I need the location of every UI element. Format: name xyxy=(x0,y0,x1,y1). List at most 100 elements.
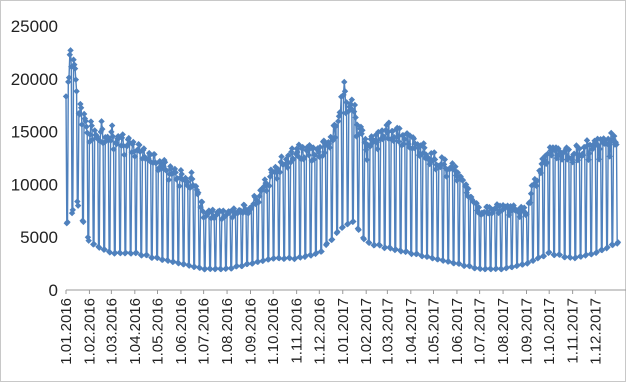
data-point-marker xyxy=(77,100,84,108)
data-point-marker xyxy=(564,156,571,163)
data-point-marker xyxy=(540,252,548,260)
data-point-marker xyxy=(136,141,143,149)
x-tick-label: 1.09.2016 xyxy=(243,298,260,365)
data-point-marker xyxy=(392,246,399,253)
data-point-marker xyxy=(108,128,115,136)
data-point-marker xyxy=(376,242,384,249)
data-point-marker xyxy=(523,211,530,218)
data-point-marker xyxy=(119,131,126,138)
data-point-marker xyxy=(101,246,108,253)
data-point-marker xyxy=(521,209,529,216)
data-point-marker xyxy=(110,146,117,153)
data-point-marker xyxy=(143,251,151,259)
data-point-marker xyxy=(401,135,408,143)
data-point-marker xyxy=(167,165,175,172)
y-tick-label: 15000 xyxy=(11,123,58,142)
data-point-marker xyxy=(475,204,483,211)
x-tick-label: 1.03.2017 xyxy=(379,298,396,365)
data-point-marker xyxy=(441,156,449,163)
x-tick-label: 1.03.2016 xyxy=(103,298,120,365)
x-tick-label: 1.12.2016 xyxy=(311,298,328,365)
data-point-marker xyxy=(188,169,195,176)
y-tick-label: 10000 xyxy=(11,175,58,194)
data-point-marker xyxy=(88,122,95,129)
x-tick-label: 1.07.2017 xyxy=(472,298,489,365)
data-point-marker xyxy=(71,65,79,72)
data-point-marker xyxy=(294,148,301,156)
data-point-marker xyxy=(273,175,281,182)
data-point-marker xyxy=(600,135,607,142)
data-point-marker xyxy=(459,176,467,184)
data-point-marker xyxy=(255,199,263,206)
data-point-marker xyxy=(528,182,535,189)
data-point-marker xyxy=(300,154,308,161)
data-point-marker xyxy=(239,209,247,217)
data-point-marker xyxy=(556,251,563,258)
data-point-marker xyxy=(96,137,104,145)
series-daily-values xyxy=(62,47,622,273)
data-point-marker xyxy=(339,223,346,231)
data-point-marker xyxy=(588,251,595,258)
data-point-marker xyxy=(172,169,179,176)
data-point-marker xyxy=(519,261,526,268)
data-point-marker xyxy=(170,258,177,265)
data-point-marker xyxy=(586,150,593,157)
data-point-marker xyxy=(604,135,612,143)
data-point-marker xyxy=(281,255,288,262)
data-point-marker xyxy=(395,138,402,145)
data-point-marker xyxy=(452,163,459,170)
data-point-marker xyxy=(595,156,603,163)
data-point-marker xyxy=(343,99,350,106)
data-point-marker xyxy=(65,74,73,81)
data-point-marker xyxy=(196,264,204,272)
data-point-marker xyxy=(285,152,292,159)
data-point-marker xyxy=(105,134,112,141)
data-point-marker xyxy=(434,255,442,263)
data-point-marker xyxy=(168,170,176,178)
data-point-marker xyxy=(503,264,511,271)
data-point-marker xyxy=(598,246,606,254)
data-point-marker xyxy=(359,127,366,134)
data-point-marker xyxy=(548,152,555,159)
data-point-marker xyxy=(80,218,87,226)
data-point-marker xyxy=(299,143,306,151)
x-tick-label: 1.05.2017 xyxy=(425,298,442,365)
data-point-marker xyxy=(597,136,604,143)
data-point-marker xyxy=(420,140,427,147)
data-point-marker xyxy=(341,88,349,95)
data-point-marker xyxy=(580,151,587,159)
data-point-marker xyxy=(614,239,622,246)
data-point-marker xyxy=(149,254,156,261)
data-point-marker xyxy=(397,248,405,255)
data-point-marker xyxy=(138,252,145,259)
data-point-marker xyxy=(121,151,128,159)
data-point-marker xyxy=(335,118,342,125)
data-point-marker xyxy=(449,160,456,167)
data-point-marker xyxy=(91,127,98,134)
data-point-marker xyxy=(537,169,545,177)
data-point-marker xyxy=(461,262,468,269)
data-point-marker xyxy=(305,151,312,159)
data-point-marker xyxy=(366,239,373,246)
data-point-marker xyxy=(207,265,214,273)
x-tick-label: 1.08.2016 xyxy=(219,298,236,365)
data-point-marker xyxy=(69,206,77,214)
data-point-marker xyxy=(321,149,328,156)
data-point-marker xyxy=(414,141,421,148)
data-point-marker xyxy=(380,133,387,140)
data-point-marker xyxy=(176,174,184,181)
data-point-marker xyxy=(568,156,576,163)
data-point-marker xyxy=(86,131,94,138)
data-point-marker xyxy=(348,96,356,103)
data-point-marker xyxy=(218,215,225,223)
x-tick-label: 1.01.2017 xyxy=(335,298,352,365)
data-point-marker xyxy=(362,146,370,154)
data-point-marker xyxy=(465,185,472,192)
data-point-marker xyxy=(127,250,135,257)
data-point-marker xyxy=(488,210,495,217)
x-tick-label: 1.06.2016 xyxy=(173,298,190,365)
data-point-marker xyxy=(217,266,225,273)
data-point-marker xyxy=(98,118,105,125)
data-point-marker xyxy=(613,141,620,148)
